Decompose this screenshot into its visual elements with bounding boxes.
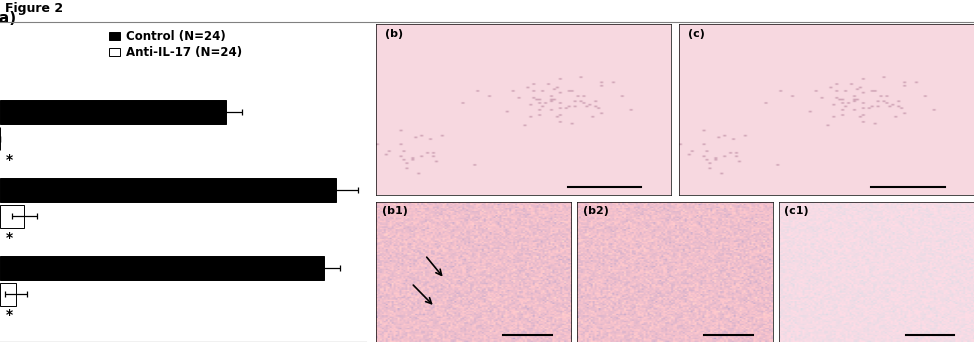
Bar — [0, 283, 16, 306]
Text: (b2): (b2) — [583, 206, 609, 216]
Text: (c): (c) — [689, 29, 705, 39]
Text: *: * — [6, 153, 14, 167]
Text: (c1): (c1) — [784, 206, 809, 216]
Text: (b): (b) — [385, 29, 403, 39]
Text: Figure 2: Figure 2 — [5, 2, 63, 15]
Bar — [0, 256, 323, 280]
Legend: Control (N=24), Anti-IL-17 (N=24): Control (N=24), Anti-IL-17 (N=24) — [108, 30, 243, 59]
Bar — [0, 205, 24, 228]
Bar — [0, 100, 226, 124]
Text: (b1): (b1) — [382, 206, 408, 216]
Bar — [0, 178, 336, 202]
Text: *: * — [6, 308, 14, 323]
Text: (a): (a) — [0, 11, 17, 26]
Text: *: * — [6, 231, 14, 245]
